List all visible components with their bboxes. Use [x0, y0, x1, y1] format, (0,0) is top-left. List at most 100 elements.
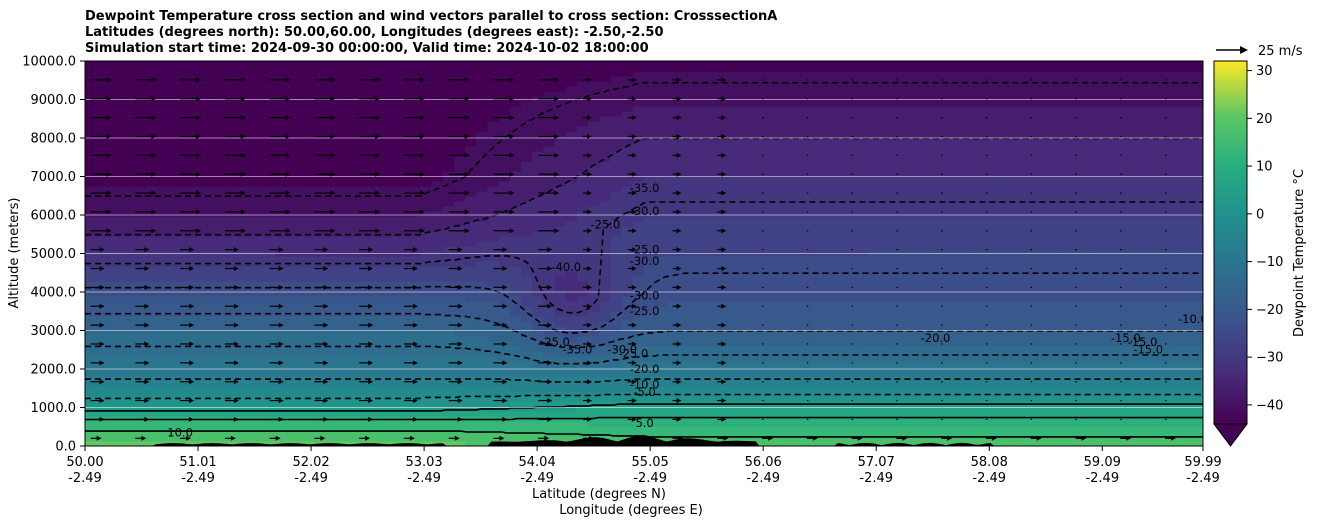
field-cell	[442, 126, 455, 132]
field-cell	[420, 271, 433, 277]
field-cell	[733, 266, 746, 272]
field-cell	[699, 166, 712, 172]
field-cell	[330, 76, 343, 82]
field-cell	[96, 131, 108, 137]
field-cell	[118, 146, 131, 152]
field-cell	[319, 326, 332, 332]
field-cell	[286, 396, 299, 402]
field-cell	[688, 131, 701, 137]
field-cell	[375, 181, 388, 187]
field-cell	[185, 106, 198, 112]
field-cell	[185, 241, 198, 247]
field-cell	[644, 221, 656, 227]
field-cell	[375, 256, 388, 262]
field-cell	[185, 406, 198, 412]
field-cell	[453, 316, 466, 322]
field-cell	[174, 271, 187, 277]
field-cell	[632, 201, 645, 207]
field-cell	[755, 421, 768, 427]
field-cell	[711, 411, 723, 417]
field-cell	[699, 241, 712, 247]
field-cell	[219, 166, 231, 172]
field-cell	[230, 271, 243, 277]
field-cell	[576, 361, 589, 367]
field-cell	[733, 326, 746, 332]
field-cell	[453, 371, 466, 377]
field-cell	[375, 326, 388, 332]
field-cell	[252, 406, 265, 412]
field-cell	[521, 296, 533, 302]
field-cell	[409, 276, 421, 282]
field-cell	[398, 276, 410, 282]
field-cell	[521, 346, 533, 352]
field-cell	[96, 436, 108, 442]
field-cell	[196, 351, 209, 357]
field-cell	[565, 226, 578, 232]
field-cell	[297, 161, 310, 167]
field-cell	[353, 421, 366, 427]
field-cell	[699, 161, 712, 167]
field-cell	[398, 216, 410, 222]
field-cell	[599, 131, 612, 137]
field-cell	[778, 111, 790, 117]
field-cell	[308, 326, 321, 332]
field-cell	[521, 126, 533, 132]
field-cell	[386, 331, 399, 337]
field-cell	[219, 316, 231, 322]
field-cell	[487, 276, 500, 282]
field-cell	[140, 236, 153, 242]
field-cell	[107, 106, 120, 112]
field-cell	[498, 236, 511, 242]
field-cell	[207, 306, 220, 312]
field-cell	[140, 66, 153, 72]
field-cell	[610, 311, 623, 317]
field-cell	[576, 106, 589, 112]
field-cell	[185, 376, 198, 382]
field-cell	[744, 86, 757, 92]
field-cell	[789, 431, 802, 437]
field-cell	[621, 206, 634, 212]
field-cell	[644, 61, 656, 67]
field-cell	[655, 226, 667, 232]
field-cell	[487, 201, 500, 207]
field-cell	[621, 311, 634, 317]
field-cell	[174, 336, 187, 342]
field-cell	[465, 336, 477, 342]
field-cell	[543, 136, 556, 142]
field-cell	[163, 401, 176, 407]
field-cell	[196, 236, 209, 242]
field-cell	[666, 161, 679, 167]
field-cell	[319, 236, 332, 242]
field-cell	[118, 81, 131, 87]
field-cell	[453, 91, 466, 97]
field-cell	[118, 186, 131, 192]
field-cell	[375, 186, 388, 192]
field-cell	[107, 361, 120, 367]
field-cell	[766, 81, 779, 87]
field-cell	[632, 221, 645, 227]
field-cell	[733, 126, 746, 132]
field-cell	[565, 71, 578, 77]
field-cell	[733, 221, 746, 227]
field-cell	[118, 296, 131, 302]
field-cell	[185, 321, 198, 327]
field-cell	[565, 101, 578, 107]
field-cell	[711, 241, 723, 247]
field-cell	[610, 176, 623, 182]
field-cell	[263, 356, 276, 362]
field-cell	[207, 376, 220, 382]
field-cell	[666, 291, 679, 297]
field-cell	[319, 316, 332, 322]
field-cell	[487, 151, 500, 157]
field-cell	[375, 376, 388, 382]
field-cell	[644, 286, 656, 292]
field-cell	[532, 156, 544, 162]
field-cell	[230, 116, 243, 122]
field-cell	[263, 386, 276, 392]
field-cell	[375, 166, 388, 172]
field-cell	[241, 71, 254, 77]
field-cell	[565, 206, 578, 212]
field-cell	[386, 276, 399, 282]
field-cell	[140, 126, 153, 132]
field-cell	[386, 371, 399, 377]
